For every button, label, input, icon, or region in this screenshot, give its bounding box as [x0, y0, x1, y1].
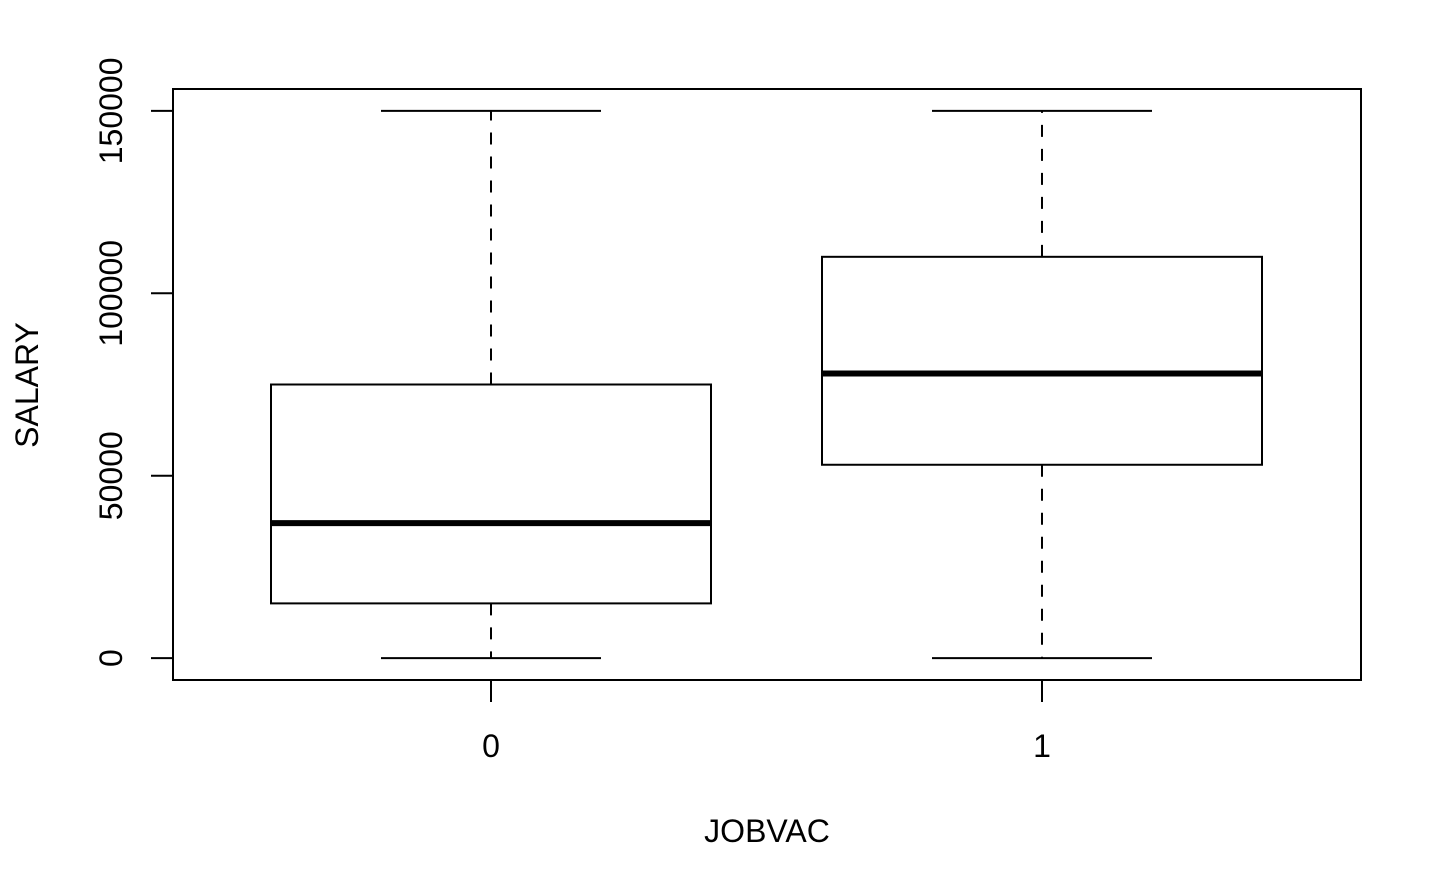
boxes-layer: [270, 109, 1263, 660]
y-axis: 0 50000 100000 150000: [93, 57, 173, 667]
x-axis-label: JOBVAC: [704, 813, 830, 849]
y-axis-label: SALARY: [9, 322, 45, 448]
plot-frame: [172, 88, 1362, 681]
x-tick-label: 0: [482, 728, 500, 764]
y-tick-label: 100000: [93, 240, 129, 347]
y-tick-label: 50000: [93, 431, 129, 520]
iqr-box: [270, 383, 712, 605]
y-tick-label: 0: [93, 649, 129, 667]
x-tick-label: 1: [1033, 728, 1051, 764]
iqr-box: [821, 255, 1263, 466]
box-1: [821, 109, 1263, 660]
y-tick-label: 150000: [93, 57, 129, 164]
box-0: [270, 109, 712, 660]
